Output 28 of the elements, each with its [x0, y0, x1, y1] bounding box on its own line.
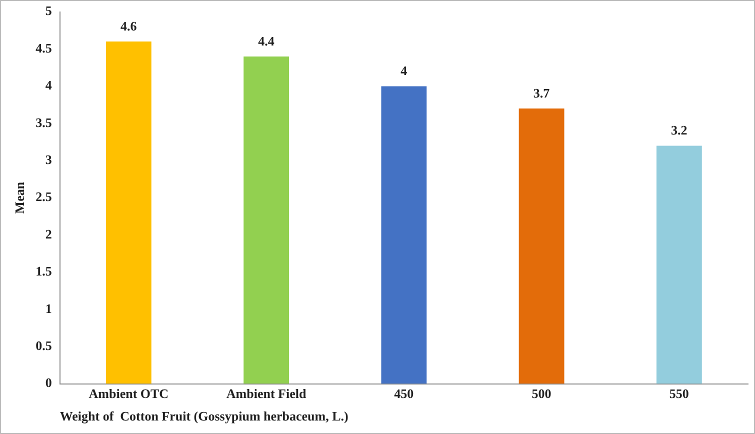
bar: [106, 42, 152, 384]
bar: [518, 108, 564, 384]
y-tick-label: 1.5: [36, 264, 52, 279]
y-tick-label: 3: [45, 152, 52, 167]
bar: [244, 56, 290, 384]
data-label: 4.4: [258, 33, 275, 48]
x-tick-label: 500: [532, 386, 552, 401]
data-label: 4.6: [120, 18, 138, 34]
data-label: 3.7: [533, 85, 550, 100]
y-tick-label: 4.5: [36, 40, 52, 56]
x-tick-label: 450: [394, 386, 414, 401]
y-tick-label: 5: [45, 3, 52, 18]
y-tick-label: 4: [45, 78, 52, 93]
data-label: 4: [400, 63, 408, 78]
y-tick-label: 2.5: [36, 189, 52, 204]
x-axis-title: Weight of Cotton Fruit (Gossypium herbaceum, L.): [60, 408, 348, 424]
x-tick-label: Ambient Field: [226, 386, 307, 401]
x-tick-label: 550: [669, 386, 689, 401]
y-tick-label: 0: [45, 375, 52, 390]
x-tick-label: Ambient OTC: [88, 386, 169, 401]
bar: [381, 86, 427, 384]
y-axis-title: Mean: [12, 181, 28, 214]
bar: [656, 146, 702, 384]
y-tick-label: 2: [45, 226, 52, 242]
y-tick-label: 0.5: [36, 338, 52, 353]
y-tick-label: 3.5: [36, 114, 52, 130]
data-label: 3.2: [671, 122, 688, 138]
y-tick-label: 1: [45, 300, 52, 316]
